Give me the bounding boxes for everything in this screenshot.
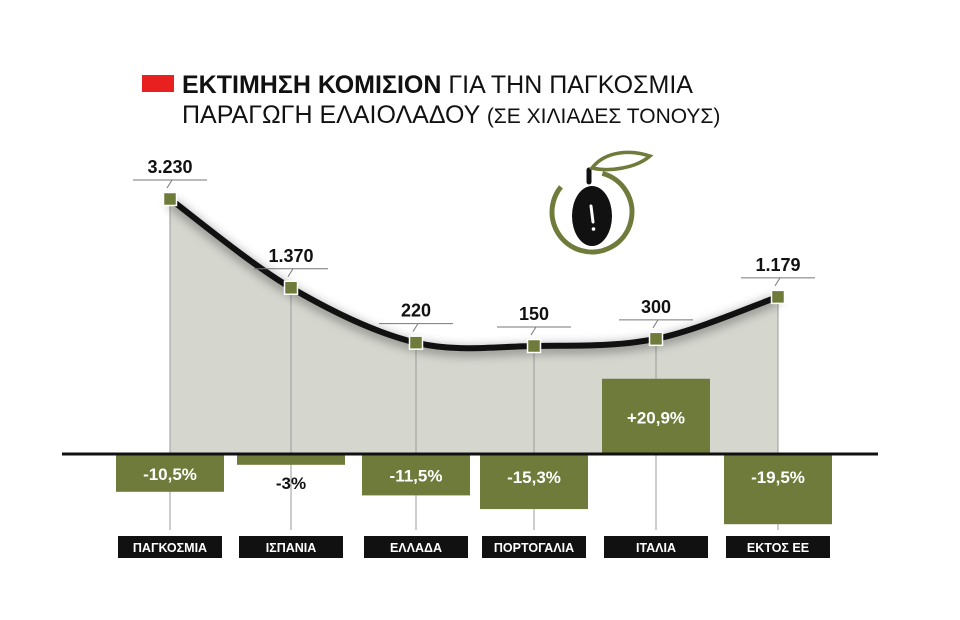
category-label-5: ΙΤΑΛΙΑ — [636, 541, 676, 555]
title-line-1: ΕΚΤΙΜΗΣΗ ΚΟΜΙΣΙΟΝ ΓΙΑ ΤΗΝ ΠΑΓΚΟΣΜΙΑ — [142, 70, 842, 100]
change-bar-5 — [602, 378, 710, 454]
title-line-2: ΠΑΡΑΓΩΓΗ ΕΛΑΙΟΛΑΔΟΥ (ΣΕ ΧΙΛΙΑΔΕΣ ΤΟΝΟΥΣ) — [142, 100, 842, 132]
category-box-4 — [482, 536, 586, 558]
category-labels-layer: ΠΑΓΚΟΣΜΙΑ ΙΣΠΑΝΙΑ ΕΛΛΑΔΑ ΠΟΡΤΟΓΑΛΙΑ ΙΤΑΛΙΑ ΕΚ… — [118, 536, 830, 558]
production-line-layer — [162, 191, 786, 356]
value-labels-layer: 3.230 1.370 220 150 300 1.179 — [133, 157, 815, 336]
change-bar-6 — [724, 454, 832, 525]
callout-tick-4 — [530, 326, 537, 336]
change-bar-4 — [480, 454, 588, 510]
data-point-2 — [283, 280, 299, 296]
value-label-4: 150 — [519, 304, 549, 324]
data-point-4 — [526, 338, 542, 354]
title-bold-text: ΕΚΤΙΜΗΣΗ ΚΟΜΙΣΙΟΝ — [182, 71, 442, 99]
category-box-1 — [118, 536, 222, 558]
value-label-6: 1.179 — [755, 255, 800, 275]
callout-tick-2 — [287, 268, 294, 278]
value-label-2: 1.370 — [268, 246, 313, 266]
title-red-marker — [142, 75, 174, 92]
change-label-6: -19,5% — [751, 468, 805, 487]
chart-title: ΕΚΤΙΜΗΣΗ ΚΟΜΙΣΙΟΝ ΓΙΑ ΤΗΝ ΠΑΓΚΟΣΜΙΑ ΠΑΡΑ… — [142, 70, 842, 132]
change-label-3: -11,5% — [390, 467, 443, 486]
data-point-3 — [408, 335, 424, 350]
category-label-6: ΕΚΤΟΣ ΕΕ — [747, 541, 809, 555]
category-box-6 — [726, 536, 830, 558]
data-point-6 — [770, 289, 786, 305]
value-label-3: 220 — [401, 301, 431, 321]
title-rest-text: ΓΙΑ ΤΗΝ ΠΑΓΚΟΣΜΙΑ — [448, 71, 693, 99]
category-box-3 — [364, 536, 468, 558]
callout-tick-5 — [652, 319, 659, 329]
change-label-5: +20,9% — [627, 408, 685, 427]
data-point-5 — [648, 331, 664, 347]
category-label-1: ΠΑΓΚΟΣΜΙΑ — [133, 541, 207, 555]
change-bar-3 — [362, 454, 470, 496]
callout-tick-6 — [774, 277, 781, 287]
change-bars-layer: -10,5% -3% -11,5% -15,3% +20,9% -19,5% — [116, 378, 832, 525]
change-bar-1 — [116, 454, 224, 492]
category-box-5 — [604, 536, 708, 558]
olive-icon — [549, 150, 654, 255]
title-line2-text: ΠΑΡΑΓΩΓΗ ΕΛΑΙΟΛΑΔΟΥ — [182, 101, 480, 129]
category-label-3: ΕΛΛΑΔΑ — [390, 541, 442, 555]
title-paren-text: (ΣΕ ΧΙΛΙΑΔΕΣ ΤΟΝΟΥΣ) — [486, 105, 721, 128]
callout-tick-3 — [412, 323, 419, 332]
change-label-4: -15,3% — [507, 468, 561, 487]
value-label-1: 3.230 — [147, 157, 192, 177]
category-label-2: ΙΣΠΑΝΙΑ — [266, 541, 317, 555]
category-label-4: ΠΟΡΤΟΓΑΛΙΑ — [494, 541, 574, 555]
callout-tick-1 — [166, 179, 173, 189]
category-box-2 — [239, 536, 343, 558]
production-line — [167, 196, 781, 352]
change-bar-2 — [237, 454, 345, 465]
change-label-2: -3% — [276, 474, 306, 493]
change-label-1: -10,5% — [143, 465, 197, 484]
data-point-1 — [162, 191, 178, 207]
value-label-5: 300 — [641, 297, 671, 317]
